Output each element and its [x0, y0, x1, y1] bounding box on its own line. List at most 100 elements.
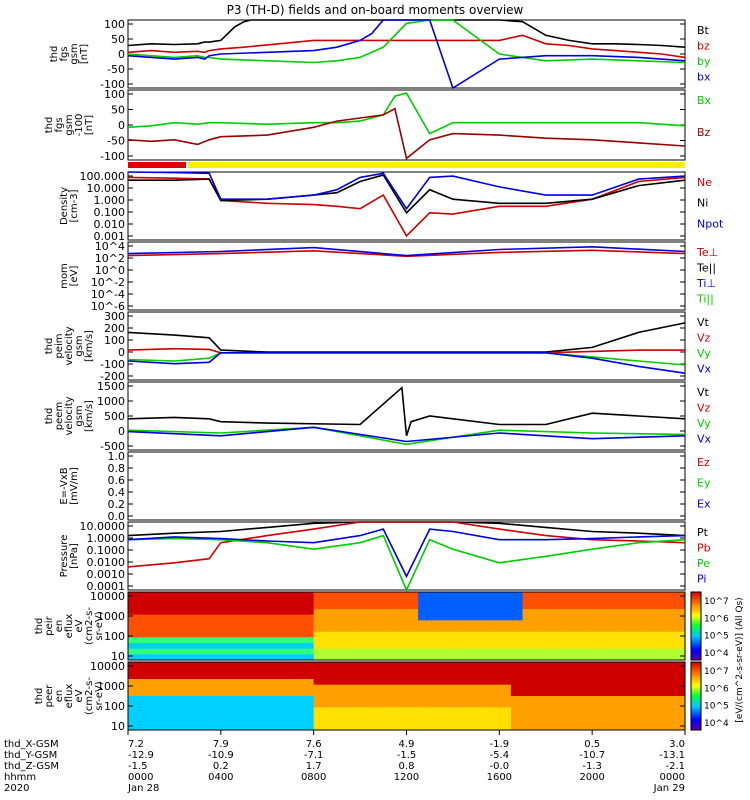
- spectrogram-cell: [592, 603, 605, 610]
- spectrogram-cell: [360, 701, 373, 708]
- spectrogram-cell: [371, 631, 384, 638]
- spectrogram-cell: [325, 701, 338, 708]
- spectrogram-cell: [394, 614, 407, 621]
- colorbar: 10^7 10^6 10^5 10^4: [690, 591, 729, 661]
- spectrogram-cell: [487, 707, 500, 714]
- spectrogram-cell: [186, 707, 199, 714]
- spectrogram-cell: [371, 707, 384, 714]
- spectrogram-cell: [302, 713, 315, 720]
- spectrogram-cell: [371, 648, 384, 655]
- spectrogram-cell: [371, 609, 384, 616]
- y-tick-label: 10^-4: [91, 288, 125, 301]
- spectrogram-cell: [487, 654, 500, 661]
- spectrogram-cell: [615, 707, 628, 714]
- spectrogram-cell: [290, 654, 303, 661]
- spectrogram-cell: [510, 679, 524, 686]
- spectrogram-cell: [348, 609, 361, 616]
- spectrogram-cell: [313, 631, 326, 638]
- spectrogram-cell: [673, 713, 686, 720]
- spectrogram-cell: [545, 718, 558, 725]
- spectrogram-cell: [255, 603, 268, 610]
- spectrogram-cell: [464, 592, 477, 599]
- spectrogram-cell: [348, 631, 361, 638]
- y-tick-label: 0.001: [94, 230, 126, 243]
- spectrogram-cell: [510, 718, 524, 725]
- spectrogram-cell: [534, 662, 547, 669]
- spectrogram-cell: [615, 643, 628, 650]
- spectrogram-cell: [302, 667, 315, 674]
- spectrogram-cell: [151, 673, 164, 680]
- spectrogram-cell: [139, 684, 152, 691]
- spectrogram-cell: [626, 597, 640, 604]
- spectrogram-cell: [510, 614, 524, 621]
- spectrogram-cell: [313, 684, 326, 691]
- y-tick-label: 1000: [97, 610, 125, 623]
- y-axis-label: [nT]: [79, 44, 90, 64]
- spectrogram-cell: [151, 603, 164, 610]
- spectrogram-cell: [464, 597, 477, 604]
- series-line-Vy: [127, 426, 686, 446]
- spectrogram-cell: [406, 696, 419, 703]
- x-row-value: 0400: [208, 772, 233, 783]
- spectrogram-cell: [186, 713, 199, 720]
- spectrogram-cell: [522, 724, 535, 731]
- spectrogram-cell: [255, 654, 268, 661]
- x-row-value: 7.6: [306, 739, 322, 750]
- spectrogram-cell: [394, 673, 407, 680]
- spectrogram-cell: [406, 679, 419, 686]
- spectrogram-cell: [510, 648, 524, 655]
- spectrogram-cell: [510, 707, 524, 714]
- spectrogram-cell: [650, 718, 663, 725]
- spectrogram-cell: [128, 592, 141, 599]
- spectrogram-cell: [325, 614, 338, 621]
- legend-entry: Te⊥: [696, 246, 718, 259]
- spectrogram: [128, 662, 686, 731]
- spectrogram-cell: [580, 662, 593, 669]
- spectrogram-cell: [128, 662, 141, 669]
- spectrogram-cell: [522, 718, 535, 725]
- spectrogram-cell: [522, 626, 535, 633]
- spectrogram-cell: [232, 718, 245, 725]
- spectrogram-cell: [534, 603, 547, 610]
- spectrogram-cell: [510, 620, 524, 627]
- spectrogram-cell: [557, 707, 570, 714]
- spectrogram-cell: [580, 620, 593, 627]
- spectrogram-cell: [673, 690, 686, 697]
- spectrogram-cell: [197, 597, 210, 604]
- spectrogram-cell: [290, 690, 303, 697]
- spectrogram-cell: [244, 662, 257, 669]
- spectrogram-cell: [394, 690, 407, 697]
- spectrogram-cell: [418, 620, 431, 627]
- spectrogram-cell: [452, 690, 466, 697]
- panel-peir-en-eflux: 10000 1000 100 10 thd peir en eflux eV (cm2-s-sr-…: [34, 590, 686, 663]
- spectrogram-cell: [661, 609, 674, 616]
- spectrogram-cell: [139, 654, 152, 661]
- spectrogram-cell: [429, 637, 442, 644]
- spectrogram-cell: [267, 707, 280, 714]
- series-line-by: [127, 19, 686, 64]
- series-line-Ne: [127, 176, 686, 238]
- spectrogram-cell: [568, 620, 582, 627]
- y-axis-label: gsm: [74, 335, 85, 356]
- spectrogram-cell: [267, 684, 280, 691]
- spectrogram-cell: [267, 631, 280, 638]
- spectrogram-cell: [476, 626, 489, 633]
- spectrogram-cell: [650, 609, 663, 616]
- spectrogram-cell: [302, 654, 315, 661]
- x-row-value: 0000: [660, 772, 685, 783]
- spectrogram-cell: [383, 637, 396, 644]
- spectrogram-cell: [360, 667, 373, 674]
- spectrogram-cell: [418, 592, 431, 599]
- spectrogram-cell: [406, 614, 419, 621]
- spectrogram-cell: [638, 713, 651, 720]
- spectrogram-cell: [360, 690, 373, 697]
- spectrogram-cell: [534, 631, 547, 638]
- panel-frame: [127, 451, 686, 521]
- spectrogram-cell: [557, 626, 570, 633]
- colorbar-tick: 10^4: [704, 649, 729, 659]
- spectrogram-cell: [441, 592, 454, 599]
- y-tick-label: 0.8: [108, 462, 126, 475]
- spectrogram-cell: [557, 724, 570, 731]
- spectrogram-cell: [603, 626, 616, 633]
- spectrogram-cell: [580, 713, 593, 720]
